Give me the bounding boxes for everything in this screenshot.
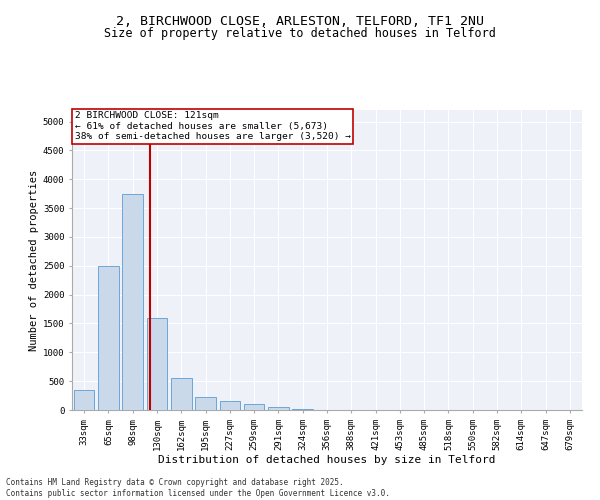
Text: 2, BIRCHWOOD CLOSE, ARLESTON, TELFORD, TF1 2NU: 2, BIRCHWOOD CLOSE, ARLESTON, TELFORD, T… (116, 15, 484, 28)
Bar (292, 409, 313, 410)
Bar (146, 318, 167, 410)
Text: Contains HM Land Registry data © Crown copyright and database right 2025.
Contai: Contains HM Land Registry data © Crown c… (6, 478, 390, 498)
Bar (171, 378, 191, 410)
Text: Size of property relative to detached houses in Telford: Size of property relative to detached ho… (104, 28, 496, 40)
Bar (268, 406, 289, 410)
Bar (220, 402, 240, 410)
Bar (195, 398, 216, 410)
Bar (244, 404, 265, 410)
Bar (98, 266, 119, 410)
Text: 2 BIRCHWOOD CLOSE: 121sqm
← 61% of detached houses are smaller (5,673)
38% of se: 2 BIRCHWOOD CLOSE: 121sqm ← 61% of detac… (74, 112, 350, 142)
X-axis label: Distribution of detached houses by size in Telford: Distribution of detached houses by size … (158, 456, 496, 466)
Y-axis label: Number of detached properties: Number of detached properties (29, 170, 38, 350)
Bar (122, 194, 143, 410)
Bar (74, 390, 94, 410)
